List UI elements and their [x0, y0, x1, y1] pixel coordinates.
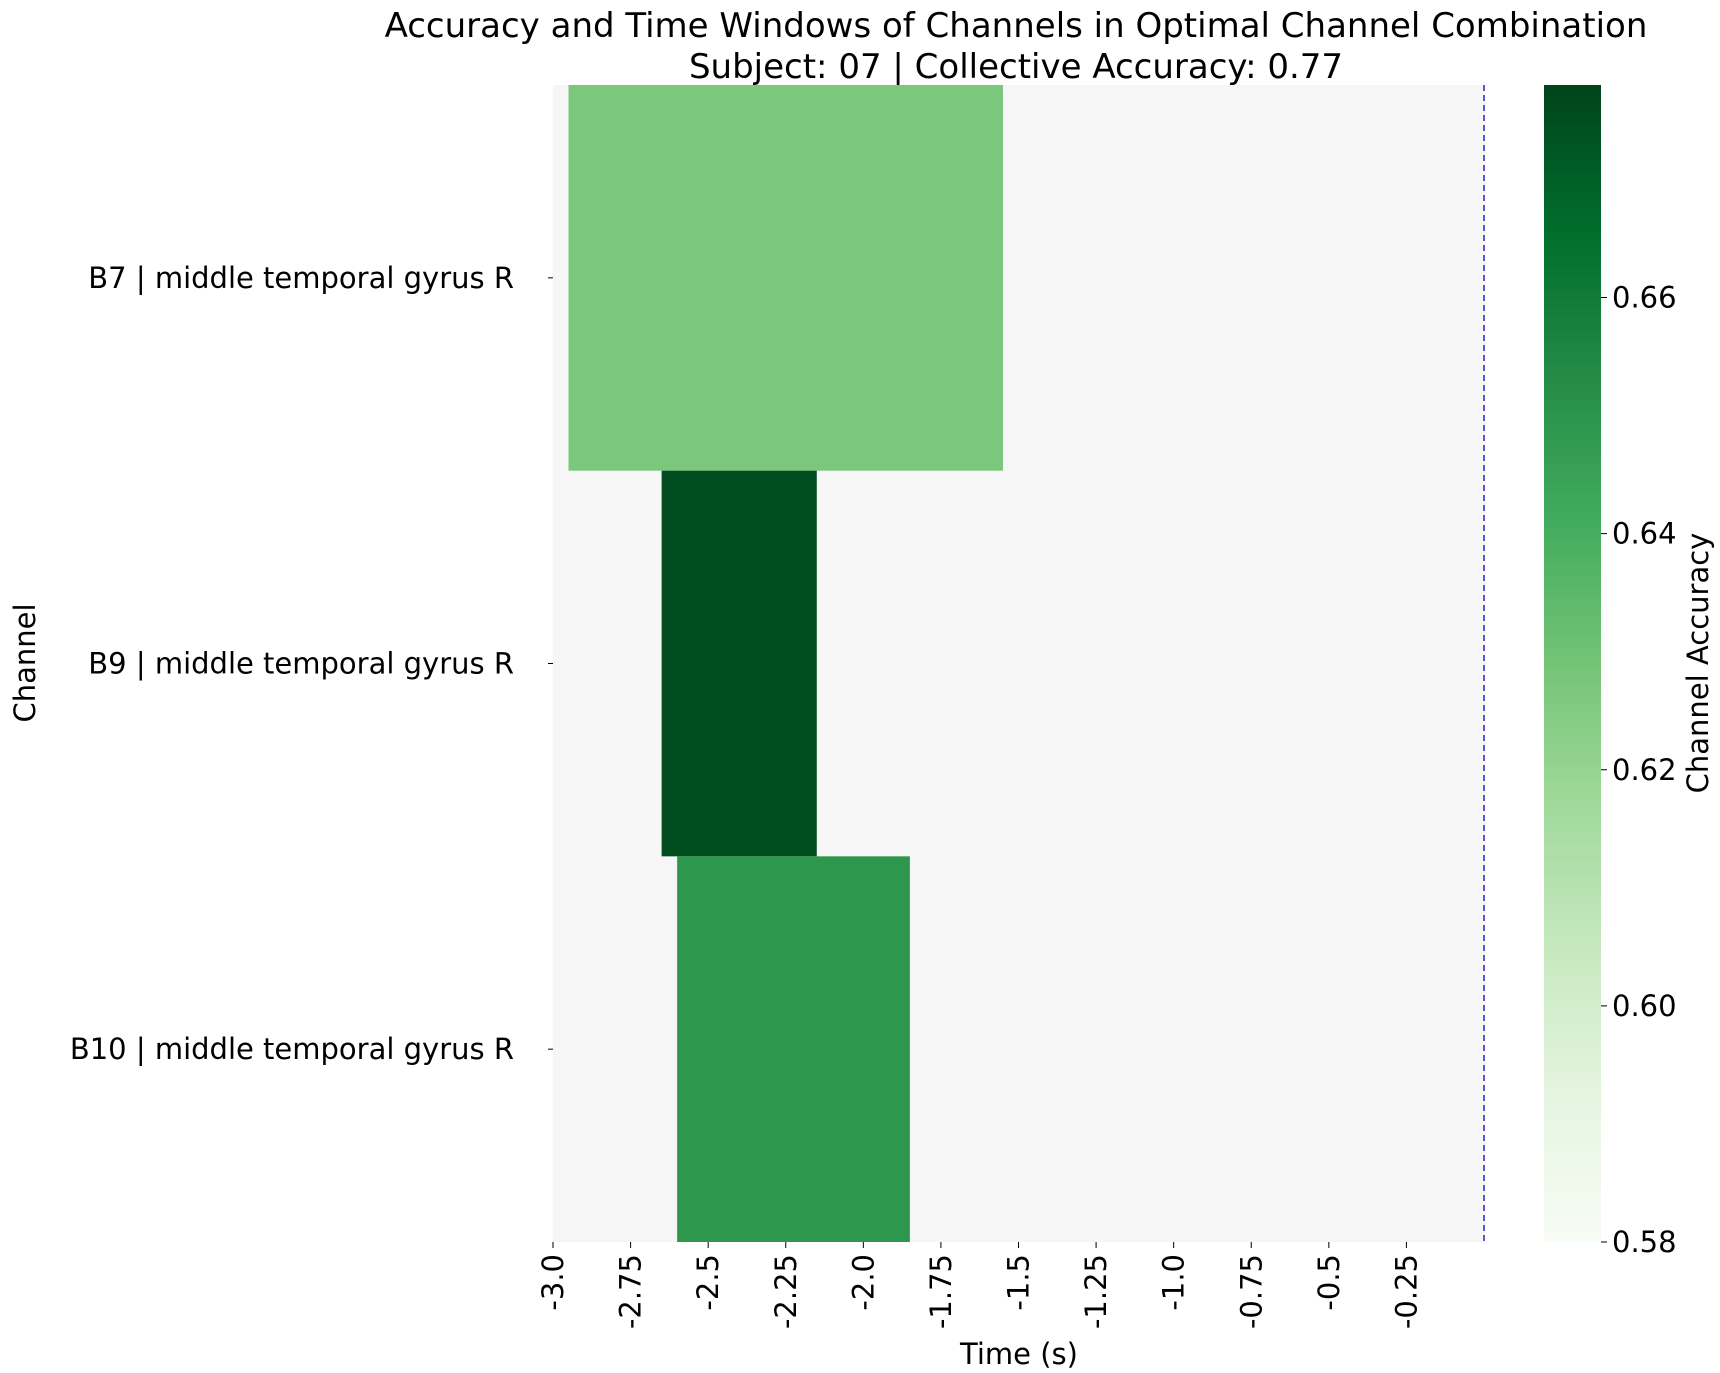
- x-axis-label: Time (s): [959, 1337, 1078, 1371]
- x-tick-label: -2.5: [691, 1254, 725, 1311]
- colorbar-tick-label: 0.62: [1612, 753, 1677, 787]
- heatmap-cells: [568, 85, 1003, 1242]
- chart-title: Accuracy and Time Windows of Channels in…: [385, 6, 1648, 46]
- x-tick-label: -2.0: [846, 1254, 880, 1311]
- x-tick-label: -1.75: [924, 1254, 958, 1329]
- x-tick-label: -3.0: [536, 1254, 570, 1311]
- y-tick-label: B10 | middle temporal gyrus R: [70, 1032, 514, 1066]
- y-axis: B7 | middle temporal gyrus R B9 | middle …: [70, 261, 553, 1066]
- colorbar-tick-label: 0.58: [1612, 1225, 1677, 1259]
- colorbar-fill: [1544, 85, 1601, 1242]
- x-tick-label: -1.25: [1079, 1254, 1113, 1329]
- colorbar-tick-label: 0.64: [1612, 517, 1677, 551]
- x-tick-label: -1.0: [1157, 1254, 1191, 1311]
- heatmap-cell: [661, 470, 817, 857]
- x-tick-label: -0.25: [1389, 1254, 1423, 1329]
- x-tick-label: -2.75: [614, 1254, 648, 1329]
- heatmap-cell: [677, 856, 910, 1242]
- chart-subtitle: Subject: 07 | Collective Accuracy: 0.77: [689, 47, 1343, 87]
- x-tick-label: -2.25: [769, 1254, 803, 1329]
- colorbar-tick-label: 0.66: [1612, 281, 1677, 315]
- heatmap-cell: [568, 85, 1003, 471]
- y-tick-label: B7 | middle temporal gyrus R: [88, 261, 514, 295]
- colorbar: 0.58 0.60 0.62 0.64 0.66: [1544, 85, 1677, 1259]
- plot-area: [553, 85, 1485, 1242]
- colorbar-tick-label: 0.60: [1612, 989, 1677, 1023]
- colorbar-label: Channel Accuracy: [1681, 533, 1715, 794]
- x-axis: -3.0 -2.75 -2.5 -2.25 -2.0 -1.75 -1.5 -1.25 -1.0…: [536, 1242, 1423, 1329]
- y-tick-label: B9 | middle temporal gyrus R: [88, 647, 514, 681]
- x-tick-label: -0.75: [1234, 1254, 1268, 1329]
- colorbar-ticks: 0.58 0.60 0.62 0.64 0.66: [1601, 281, 1677, 1259]
- y-axis-label: Channel: [8, 603, 42, 722]
- x-tick-label: -0.5: [1312, 1254, 1346, 1311]
- x-tick-label: -1.5: [1002, 1254, 1036, 1311]
